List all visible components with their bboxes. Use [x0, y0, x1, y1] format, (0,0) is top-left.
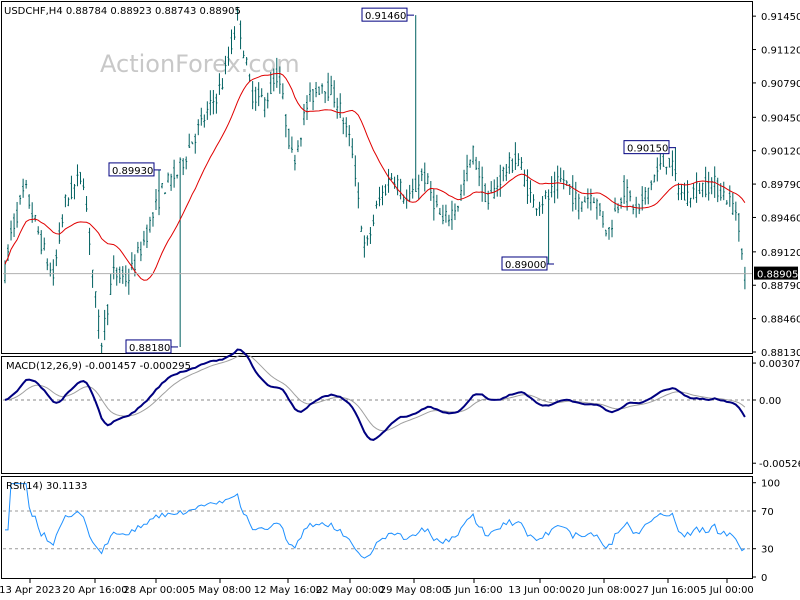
svg-text:0.90150: 0.90150	[627, 144, 668, 155]
price-tick-label: 0.91120	[761, 46, 800, 57]
macd-panel-frame	[1, 356, 753, 474]
time-tick-label: 28 Apr 00:00	[123, 585, 188, 596]
price-tick-label: 0.88460	[761, 315, 800, 326]
price-tick-label: 0.88130	[761, 348, 800, 359]
time-tick-label: 5 Jul 00:00	[700, 585, 754, 596]
macd-axis: 0.003078 0.00 -0.005268	[752, 359, 800, 470]
price-tick-label: 0.89790	[761, 180, 800, 191]
time-tick-label: 5 May 08:00	[189, 585, 251, 596]
moving-average-line	[4, 72, 746, 281]
macd-line	[4, 348, 746, 441]
macd-title: MACD(12,26,9) -0.001457 -0.000295	[6, 361, 191, 372]
svg-text:0.88180: 0.88180	[129, 343, 170, 354]
svg-text:0.89000: 0.89000	[505, 260, 546, 271]
rsi-tick-label: 100	[761, 479, 780, 490]
ohlc-high: 0.88923	[110, 6, 151, 17]
rsi-panel-frame	[1, 476, 753, 579]
price-annotation: 0.88180	[125, 339, 178, 354]
ohlc-low: 0.88743	[155, 6, 196, 17]
time-tick-label: 20 Jun 08:00	[572, 585, 636, 596]
price-panel-frame	[1, 1, 753, 354]
price-tick-label: 0.89460	[761, 213, 800, 224]
time-tick-label: 29 May 08:00	[380, 585, 449, 596]
price-tick-label: 0.89120	[761, 248, 800, 259]
price-annotation: 0.89930	[108, 162, 161, 177]
time-tick-label: 12 May 16:00	[254, 585, 323, 596]
rsi-tick-label: 70	[761, 507, 774, 518]
macd-tick-label: 0.00	[759, 396, 781, 407]
rsi-title: RSI(14) 30.1133	[6, 481, 87, 492]
price-annotations: 0.91460 0.89930 0.90150 0.89000 0.88180	[108, 7, 676, 354]
time-tick-label: 13 Jun 00:00	[508, 585, 572, 596]
svg-text:0.91460: 0.91460	[365, 11, 406, 22]
price-annotation: 0.89000	[501, 256, 554, 271]
price-axis: 0.91450 0.91120 0.90790 0.90450 0.90120 0.897…	[752, 12, 800, 359]
price-tick-label: 0.90450	[761, 113, 800, 124]
time-tick-label: 27 Jun 16:00	[636, 585, 700, 596]
time-tick-label: 5 Jun 16:00	[445, 585, 502, 596]
ohlc-open: 0.88784	[66, 6, 107, 17]
current-price-label: 0.88905	[757, 270, 798, 281]
price-annotation: 0.91460	[361, 7, 414, 22]
svg-text:0.89930: 0.89930	[112, 166, 153, 177]
macd-tick-label: -0.005268	[759, 459, 800, 470]
price-bars	[4, 6, 746, 354]
price-tick-label: 0.91450	[761, 12, 800, 23]
rsi-axis: 100 70 30 0	[752, 479, 780, 584]
price-chart-title: USDCHF,H4 0.88784 0.88923 0.88743 0.8890…	[4, 6, 241, 17]
time-tick-label: 20 Apr 16:00	[62, 585, 127, 596]
watermark: ActionForex.com	[100, 50, 300, 78]
ohlc-close: 0.88905	[200, 6, 241, 17]
price-annotation: 0.90150	[623, 140, 676, 155]
time-tick-label: 22 May 00:00	[316, 585, 385, 596]
price-tick-label: 0.88790	[761, 281, 800, 292]
rsi-line	[5, 483, 746, 559]
macd-tick-label: 0.003078	[759, 359, 800, 370]
time-tick-label: 13 Apr 2023	[0, 585, 61, 596]
rsi-tick-label: 0	[761, 573, 767, 584]
price-tick-label: 0.90120	[761, 147, 800, 158]
current-price-box	[754, 266, 798, 280]
price-tick-label: 0.90790	[761, 79, 800, 90]
rsi-tick-label: 30	[761, 545, 774, 556]
